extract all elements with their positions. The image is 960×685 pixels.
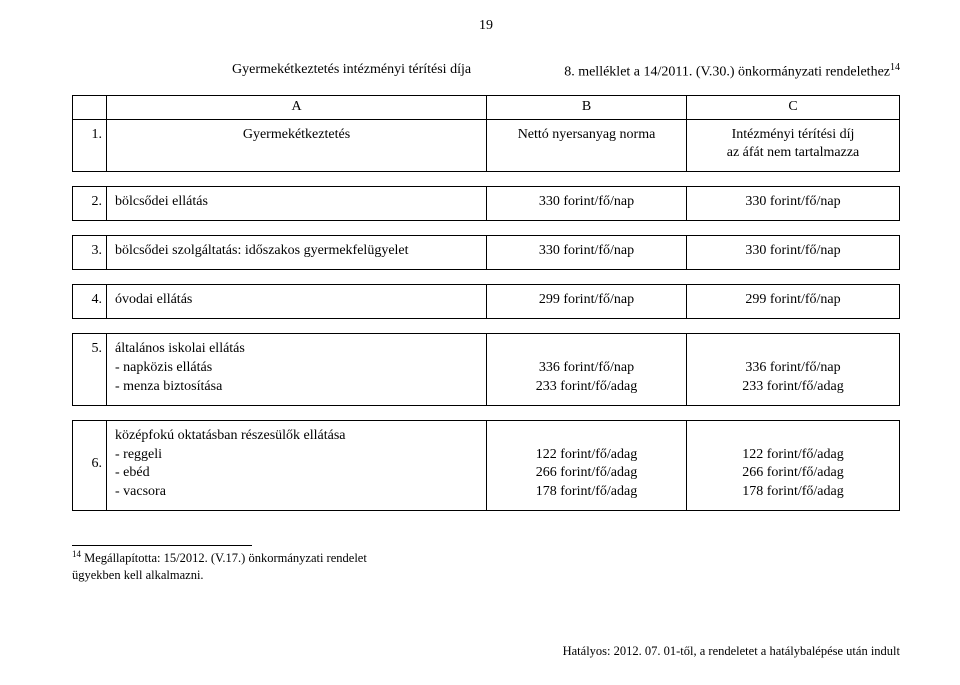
footnote-text-2: ügyekben kell alkalmazni. <box>72 568 204 582</box>
footnote-text-1: Megállapította: 15/2012. (V.17.) önkormá… <box>81 551 367 565</box>
table-row: 2. bölcsődei ellátás 330 forint/fő/nap 3… <box>73 187 900 221</box>
row-name: Gyermekétkeztetés <box>107 119 487 172</box>
footnote: 14 Megállapította: 15/2012. (V.17.) önko… <box>72 548 900 584</box>
header-idx <box>73 95 107 119</box>
row-col-c: 336 forint/fő/nap 233 forint/fő/adag <box>687 334 900 406</box>
row-col-c: 122 forint/fő/adag 266 forint/fő/adag 17… <box>687 420 900 511</box>
table-row: 6. középfokú oktatásban részesülők ellát… <box>73 420 900 511</box>
row-name: bölcsődei szolgáltatás: időszakos gyerme… <box>107 236 487 270</box>
row-index: 3. <box>73 236 107 270</box>
fees-table: A B C 1. Gyermekétkeztetés Nettó nyersan… <box>72 95 900 512</box>
table-header-row: A B C <box>73 95 900 119</box>
header-b: B <box>487 95 687 119</box>
row-col-b: Nettó nyersanyag norma <box>487 119 687 172</box>
row-name: általános iskolai ellátás - napközis ell… <box>107 334 487 406</box>
row-col-c: 330 forint/fő/nap <box>687 187 900 221</box>
row-index: 2. <box>73 187 107 221</box>
row-name: bölcsődei ellátás <box>107 187 487 221</box>
attachment-reference: 8. melléklet a 14/2011. (V.30.) önkormán… <box>72 62 900 81</box>
row-name: középfokú oktatásban részesülők ellátása… <box>107 420 487 511</box>
table-row: 4. óvodai ellátás 299 forint/fő/nap 299 … <box>73 285 900 319</box>
row-col-b: 122 forint/fő/adag 266 forint/fő/adag 17… <box>487 420 687 511</box>
row-col-c: 299 forint/fő/nap <box>687 285 900 319</box>
page-number: 19 <box>72 18 900 34</box>
page: 19 Gyermekétkeztetés intézményi térítési… <box>0 0 960 685</box>
header-c: C <box>687 95 900 119</box>
row-col-c: Intézményi térítési díj az áfát nem tart… <box>687 119 900 172</box>
table-row: 1. Gyermekétkeztetés Nettó nyersanyag no… <box>73 119 900 172</box>
table-row: 3. bölcsődei szolgáltatás: időszakos gye… <box>73 236 900 270</box>
table-row: 5. általános iskolai ellátás - napközis … <box>73 334 900 406</box>
footnote-sup: 14 <box>72 549 81 559</box>
row-col-c: 330 forint/fő/nap <box>687 236 900 270</box>
row-index: 4. <box>73 285 107 319</box>
row-name: óvodai ellátás <box>107 285 487 319</box>
attachment-text: 8. melléklet a 14/2011. (V.30.) önkormán… <box>564 65 890 80</box>
row-col-b: 299 forint/fő/nap <box>487 285 687 319</box>
row-index: 6. <box>73 420 107 511</box>
attachment-sup: 14 <box>890 62 900 73</box>
effective-date: Hatályos: 2012. 07. 01-től, a rendeletet… <box>563 644 900 659</box>
row-col-b: 330 forint/fő/nap <box>487 236 687 270</box>
header-a: A <box>107 95 487 119</box>
row-col-b: 336 forint/fő/nap 233 forint/fő/adag <box>487 334 687 406</box>
row-index: 1. <box>73 119 107 172</box>
footnote-rule <box>72 545 252 546</box>
row-col-b: 330 forint/fő/nap <box>487 187 687 221</box>
row-index: 5. <box>73 334 107 406</box>
